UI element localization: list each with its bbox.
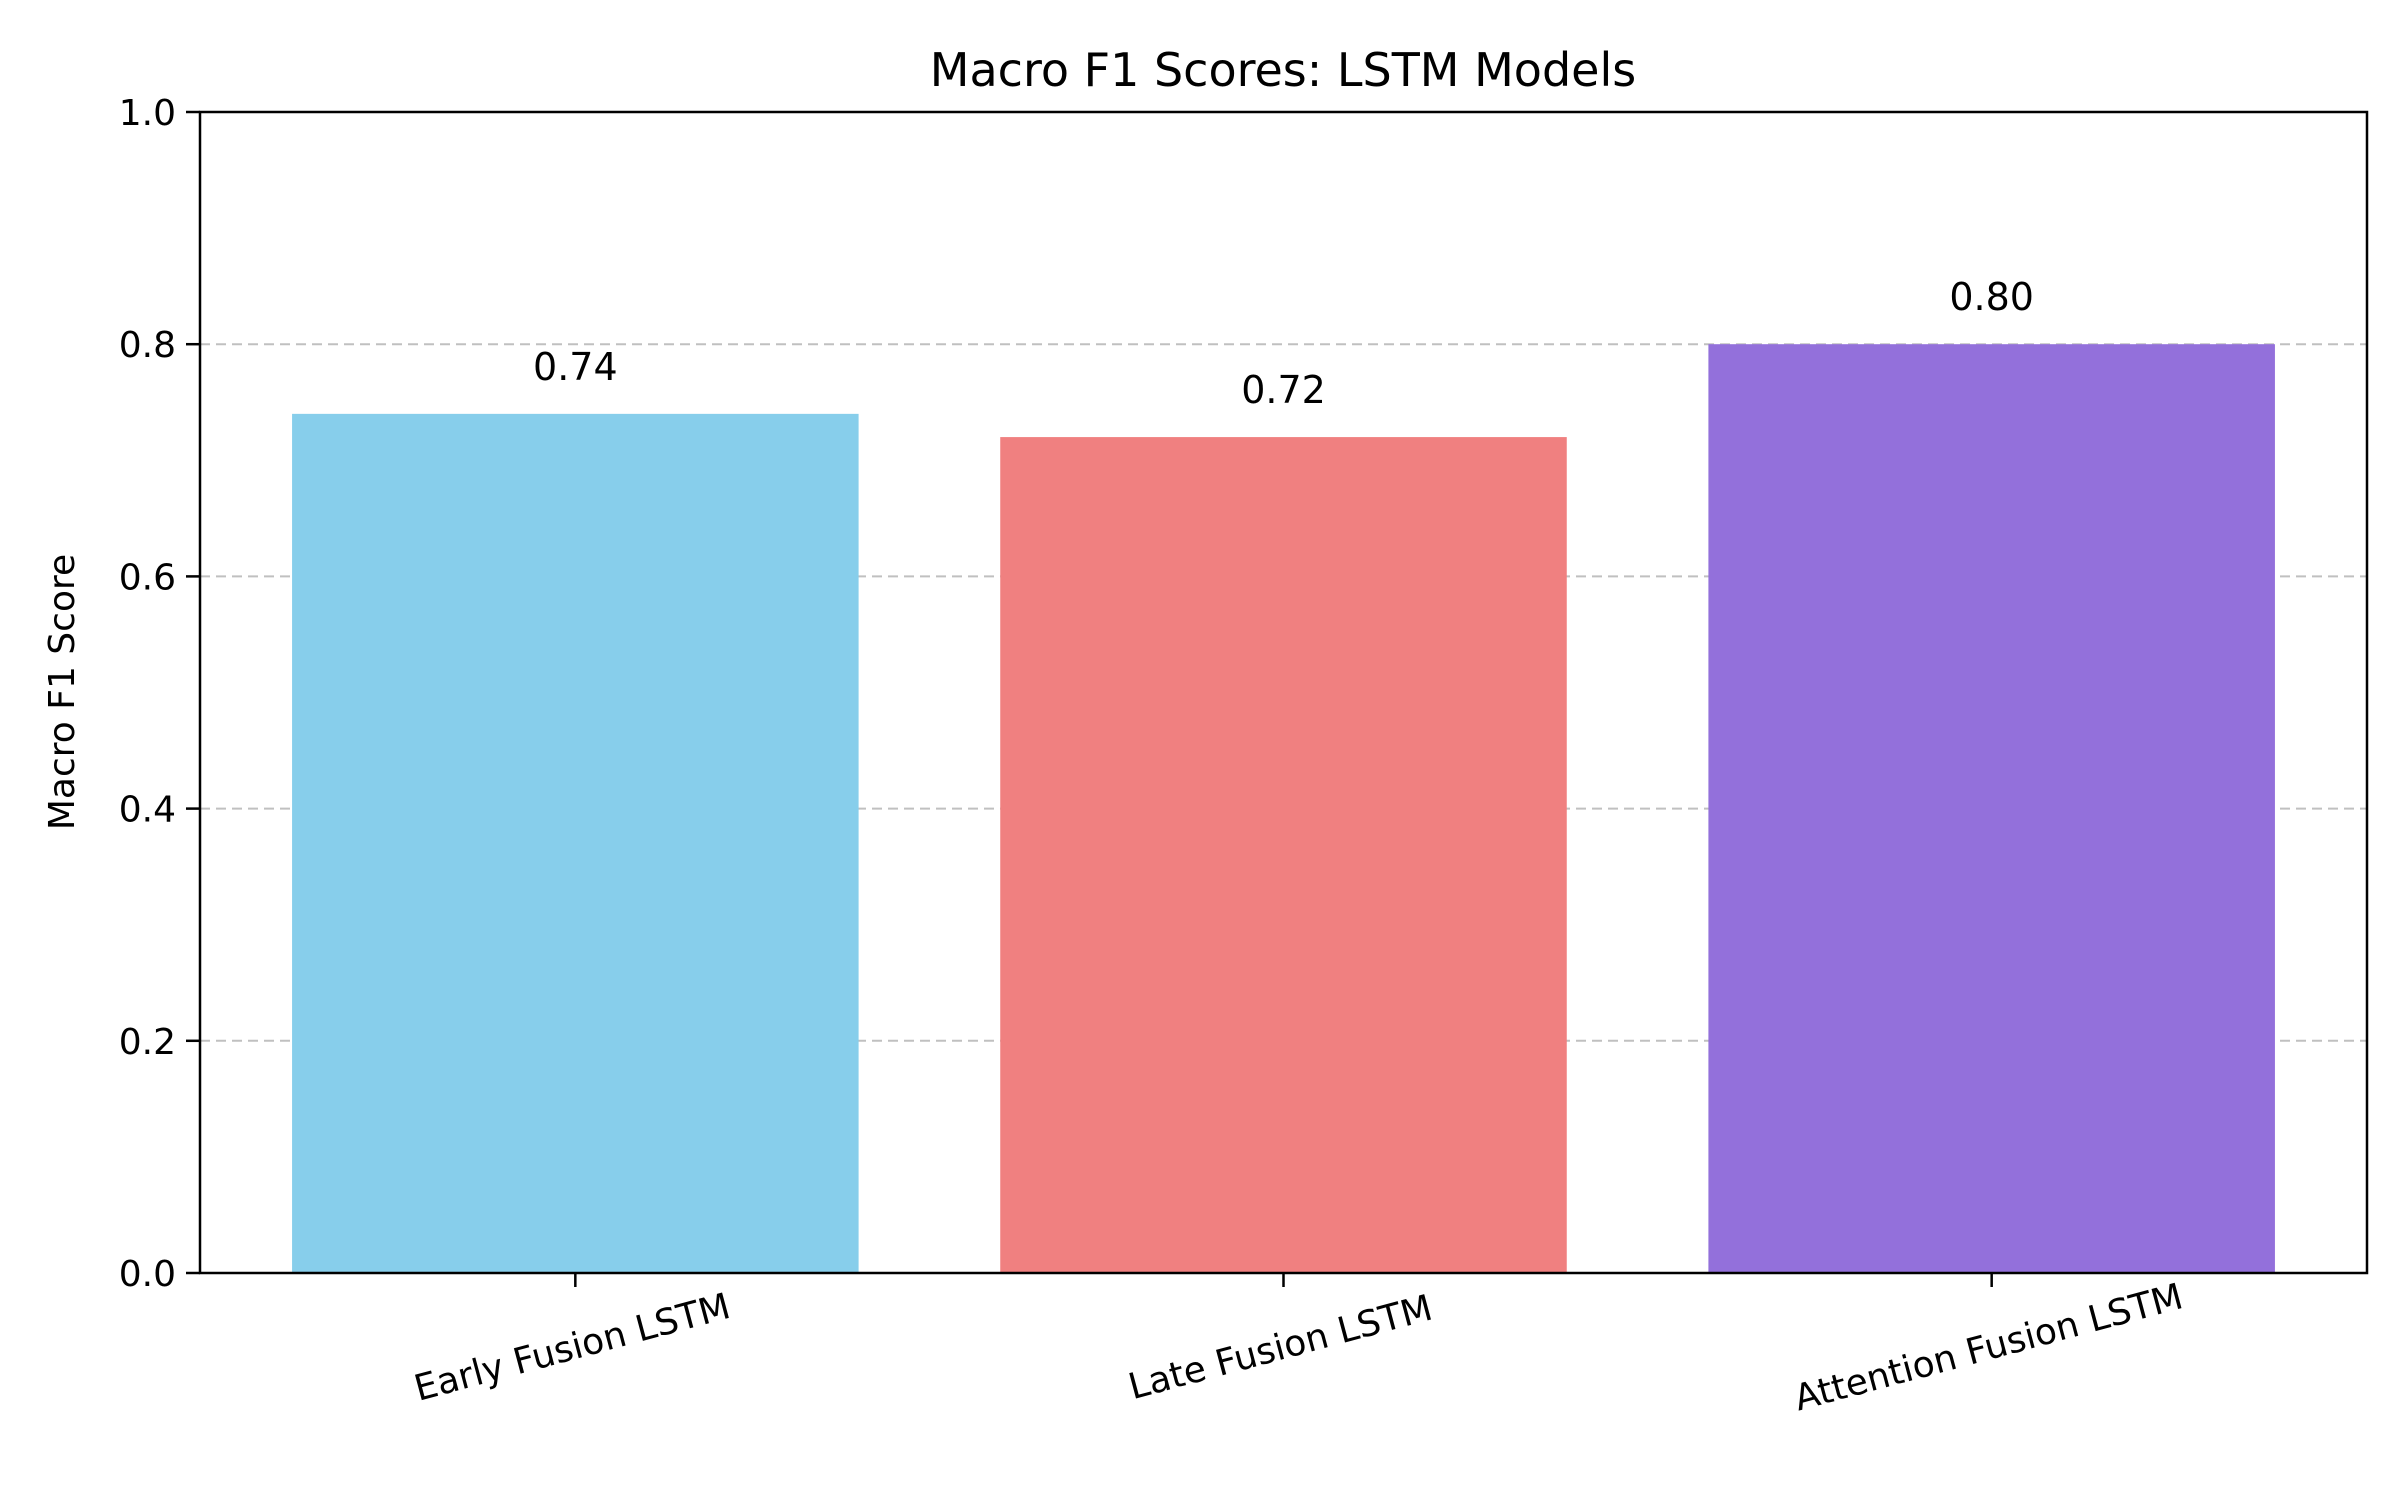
chart-title: Macro F1 Scores: LSTM Models bbox=[930, 43, 1636, 97]
data-label: 0.80 bbox=[1949, 275, 2034, 319]
data-label: 0.72 bbox=[1241, 368, 1326, 412]
y-tick-label: 0.4 bbox=[119, 790, 176, 831]
bar bbox=[1708, 344, 2275, 1273]
y-tick-label: 0.0 bbox=[119, 1254, 176, 1295]
bars bbox=[292, 344, 2275, 1274]
y-tick-label: 1.0 bbox=[119, 93, 176, 134]
y-tick-label: 0.8 bbox=[119, 325, 176, 366]
bar bbox=[1000, 437, 1567, 1274]
data-label: 0.74 bbox=[533, 345, 618, 389]
bar bbox=[292, 413, 859, 1273]
y-tick-label: 0.2 bbox=[119, 1022, 176, 1063]
y-tick-label: 0.6 bbox=[119, 557, 176, 598]
plot-frame bbox=[198, 110, 2369, 1275]
y-axis-label: Macro F1 Score bbox=[42, 554, 83, 830]
data-labels: 0.74 0.72 0.80 bbox=[533, 275, 2034, 412]
y-axis-ticks: 0.0 0.2 0.4 0.6 0.8 1.0 bbox=[119, 93, 200, 1295]
